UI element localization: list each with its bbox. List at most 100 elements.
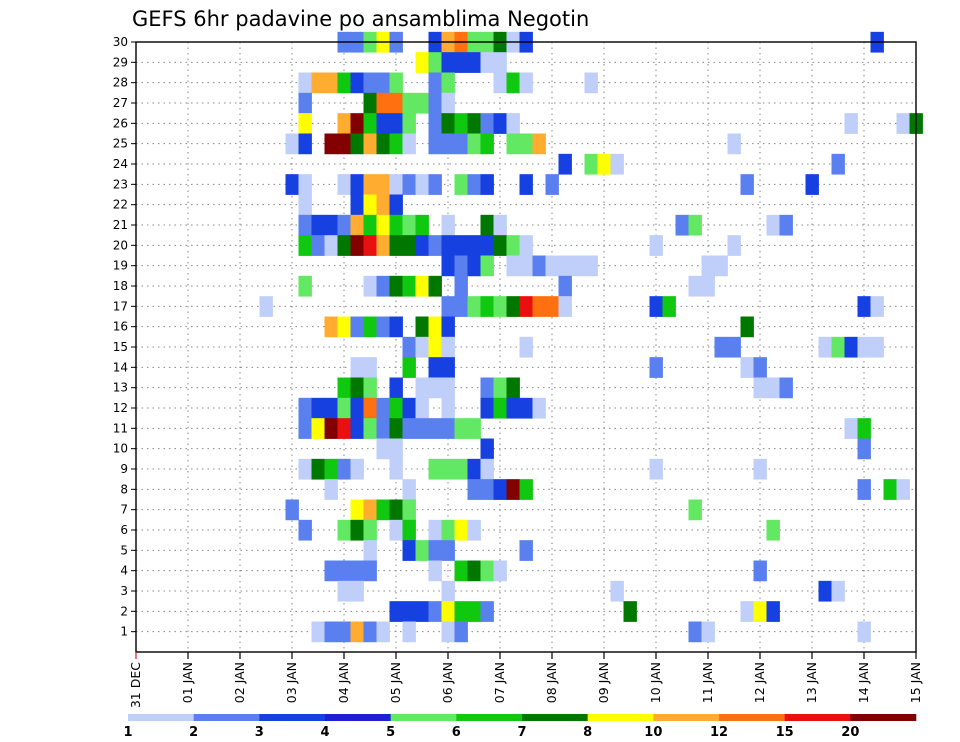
heat-cell <box>467 601 481 622</box>
heat-cell <box>389 194 403 216</box>
heat-cell <box>324 397 338 419</box>
heat-cell <box>298 397 312 419</box>
legend-swatch <box>784 714 851 721</box>
legend-label: 1 <box>123 725 132 740</box>
heat-cell <box>480 438 494 460</box>
heat-cell <box>337 580 351 602</box>
heat-cell <box>688 621 702 643</box>
y-tick-label: 3 <box>120 584 128 598</box>
heat-cell <box>519 235 533 256</box>
heat-cell <box>519 72 533 94</box>
y-tick-label: 18 <box>113 279 128 293</box>
heat-cell <box>740 357 754 378</box>
heat-cell <box>350 458 364 480</box>
heat-cell <box>493 72 507 94</box>
heat-cell <box>428 540 442 561</box>
heat-cell <box>506 113 520 134</box>
heat-cell <box>363 316 377 338</box>
heat-cell <box>389 397 403 419</box>
x-tick-label: 04 JAN <box>336 662 351 703</box>
heat-cell <box>415 275 429 297</box>
heat-cell <box>324 316 338 338</box>
heat-cell <box>506 397 520 419</box>
y-tick-label: 15 <box>113 340 128 354</box>
heat-cell <box>714 255 728 277</box>
heat-cell <box>337 214 351 236</box>
heat-cell <box>376 275 390 297</box>
heat-cell <box>363 174 377 195</box>
heat-cell <box>545 255 559 277</box>
legend-swatch <box>653 714 720 721</box>
heat-cell <box>441 296 455 317</box>
heat-cell <box>389 377 403 399</box>
heat-cell <box>376 194 390 216</box>
heat-cell <box>441 255 455 277</box>
heat-cell <box>701 621 715 643</box>
heat-cell <box>298 92 312 114</box>
heat-cell <box>441 397 455 419</box>
heat-cell <box>389 458 403 480</box>
x-tick-label: 10 JAN <box>648 662 663 703</box>
heat-cell <box>337 174 351 195</box>
heat-cell <box>506 296 520 317</box>
heat-cell <box>389 72 403 94</box>
heat-cell <box>389 275 403 297</box>
heat-cell <box>493 479 507 500</box>
legend-swatch <box>259 714 326 721</box>
x-tick-label: 09 JAN <box>596 662 611 703</box>
heat-cell <box>454 621 468 643</box>
heat-cell <box>493 235 507 256</box>
heat-cell <box>532 296 546 317</box>
legend-label: 7 <box>517 725 526 740</box>
heat-cell <box>428 72 442 94</box>
heat-cell <box>857 479 871 500</box>
heat-cell <box>376 214 390 236</box>
heat-cell <box>519 296 533 317</box>
heat-cell <box>467 235 481 256</box>
heat-cell <box>441 235 455 256</box>
heat-cell <box>454 458 468 480</box>
heat-cell <box>493 296 507 317</box>
heat-cell <box>506 235 520 256</box>
heat-cell <box>506 133 520 155</box>
y-axis-ticks: 1234567891011121314151617181920212223242… <box>113 35 136 639</box>
heat-cell <box>311 621 325 643</box>
heat-cell <box>402 397 416 419</box>
heat-cell <box>428 52 442 73</box>
heat-cell <box>324 214 338 236</box>
y-tick-label: 26 <box>113 116 128 130</box>
heat-cell <box>753 560 767 582</box>
heat-cell <box>454 255 468 277</box>
heat-cell <box>480 235 494 256</box>
heat-cell <box>441 133 455 155</box>
heat-cell <box>441 92 455 114</box>
x-tick-label: 14 JAN <box>856 662 871 703</box>
heat-cell <box>363 621 377 643</box>
heat-cell <box>454 519 468 541</box>
legend-swatch <box>128 714 194 721</box>
heat-cell <box>480 560 494 582</box>
legend-label: 3 <box>255 725 264 740</box>
heat-cell <box>896 113 910 134</box>
heat-cell <box>870 296 884 317</box>
heat-cell <box>415 316 429 338</box>
y-tick-label: 19 <box>113 259 128 273</box>
heat-cell <box>454 52 468 73</box>
heat-cell <box>363 235 377 256</box>
heat-cell <box>857 336 871 358</box>
heat-cell <box>558 153 572 175</box>
heat-cell <box>298 133 312 155</box>
legend-label: 5 <box>386 725 395 740</box>
heat-cell <box>870 336 884 358</box>
y-tick-label: 21 <box>113 218 128 232</box>
heat-cell <box>519 133 533 155</box>
heat-cell <box>337 560 351 582</box>
heat-cell <box>428 336 442 358</box>
y-tick-label: 22 <box>113 198 128 212</box>
heat-cell <box>376 113 390 134</box>
y-tick-label: 28 <box>113 76 128 90</box>
heat-cell <box>415 214 429 236</box>
heat-cell <box>402 601 416 622</box>
heat-cell <box>831 580 845 602</box>
x-tick-label: 06 JAN <box>440 662 455 703</box>
